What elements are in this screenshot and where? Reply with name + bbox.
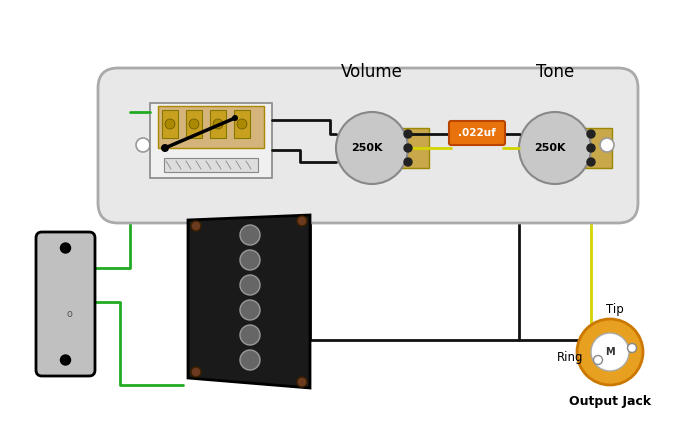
Polygon shape	[188, 215, 310, 388]
FancyBboxPatch shape	[98, 68, 638, 223]
Bar	[162, 110, 178, 138]
Text: 250K: 250K	[534, 143, 566, 153]
Circle shape	[213, 119, 223, 129]
Circle shape	[60, 355, 71, 365]
Circle shape	[240, 300, 260, 320]
Circle shape	[336, 112, 408, 184]
Bar	[550, 128, 612, 168]
Bar	[210, 110, 226, 138]
Circle shape	[232, 115, 238, 121]
Circle shape	[189, 119, 199, 129]
Text: Tone: Tone	[536, 63, 574, 81]
Circle shape	[240, 325, 260, 345]
Circle shape	[165, 119, 175, 129]
Text: Tip: Tip	[606, 303, 624, 316]
FancyBboxPatch shape	[36, 232, 95, 376]
Text: M: M	[606, 347, 615, 357]
Circle shape	[591, 333, 629, 371]
Circle shape	[577, 319, 643, 385]
Text: Volume: Volume	[341, 63, 403, 81]
Circle shape	[237, 119, 247, 129]
Circle shape	[240, 225, 260, 245]
Text: 250K: 250K	[351, 143, 383, 153]
Text: .022uf: .022uf	[458, 128, 496, 138]
Circle shape	[240, 275, 260, 295]
Bar	[234, 110, 250, 138]
Bar	[164, 158, 258, 172]
Circle shape	[600, 138, 614, 152]
Circle shape	[404, 130, 412, 138]
Circle shape	[240, 250, 260, 270]
Circle shape	[404, 158, 412, 166]
Circle shape	[404, 144, 412, 152]
Circle shape	[136, 138, 150, 152]
Circle shape	[297, 377, 307, 387]
Bar	[158, 106, 264, 148]
Text: Ring: Ring	[556, 350, 583, 363]
Bar	[186, 110, 202, 138]
Circle shape	[240, 350, 260, 370]
Circle shape	[587, 144, 595, 152]
Circle shape	[297, 216, 307, 226]
Text: Output Jack: Output Jack	[569, 396, 651, 409]
Circle shape	[587, 158, 595, 166]
Text: o: o	[66, 309, 72, 319]
Circle shape	[60, 243, 71, 253]
Circle shape	[161, 144, 169, 152]
FancyBboxPatch shape	[449, 121, 505, 145]
Circle shape	[191, 367, 201, 377]
Bar	[150, 103, 272, 178]
Circle shape	[594, 355, 603, 364]
Circle shape	[191, 221, 201, 231]
Circle shape	[519, 112, 591, 184]
Bar	[367, 128, 429, 168]
Circle shape	[587, 130, 595, 138]
Circle shape	[627, 343, 636, 353]
